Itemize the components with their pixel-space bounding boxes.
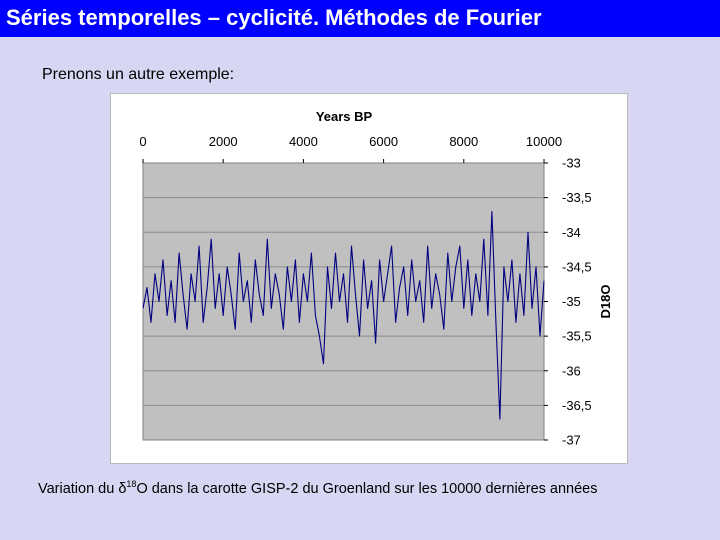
caption-prefix: Variation du: [38, 480, 119, 497]
caption-delta-symbol: δ: [118, 480, 127, 497]
series-line-0: [142, 210, 545, 420]
chart-frame: 0 2000 4000 6000 8000 10000 -33 -33,5 -34 -34,5 -3…: [110, 93, 628, 464]
x-tick-label-0: 0: [139, 134, 146, 149]
y-axis-title: D18O: [598, 285, 613, 319]
x-axis-title: Years BP: [316, 109, 373, 124]
x-tick-label-1: 2000: [209, 134, 238, 149]
x-tick-label-5: 10000: [526, 134, 562, 149]
caption-superscript: 18: [126, 479, 137, 489]
y-tick-label-1: -33,5: [562, 190, 592, 205]
intro-text: Prenons un autre exemple:: [42, 66, 235, 83]
y-tick-label-0: -33: [562, 156, 581, 171]
x-tick-label-4: 8000: [449, 134, 478, 149]
x-tick-label-2: 4000: [289, 134, 318, 149]
y-tick-label-3: -34,5: [562, 259, 592, 274]
y-tick-label-7: -36,5: [562, 398, 592, 413]
caption-suffix: O dans la carotte GISP-2 du Groenland su…: [136, 480, 598, 497]
y-tick-label-4: -35: [562, 294, 581, 309]
slide-title: Séries temporelles – cyclicité. Méthodes…: [6, 5, 542, 30]
figure-caption: Variation du δ18O dans la carotte GISP-2…: [38, 479, 598, 497]
y-tick-label-6: -36: [562, 363, 581, 378]
y-tick-label-2: -34: [562, 225, 581, 240]
y-tick-label-5: -35,5: [562, 329, 592, 344]
x-tick-label-3: 6000: [369, 134, 398, 149]
y-tick-label-8: -37: [562, 433, 581, 448]
title-bar: Séries temporelles – cyclicité. Méthodes…: [0, 0, 720, 37]
chart-svg: 0 2000 4000 6000 8000 10000-33 -33,5 -34 -34,5 -3…: [139, 109, 613, 448]
